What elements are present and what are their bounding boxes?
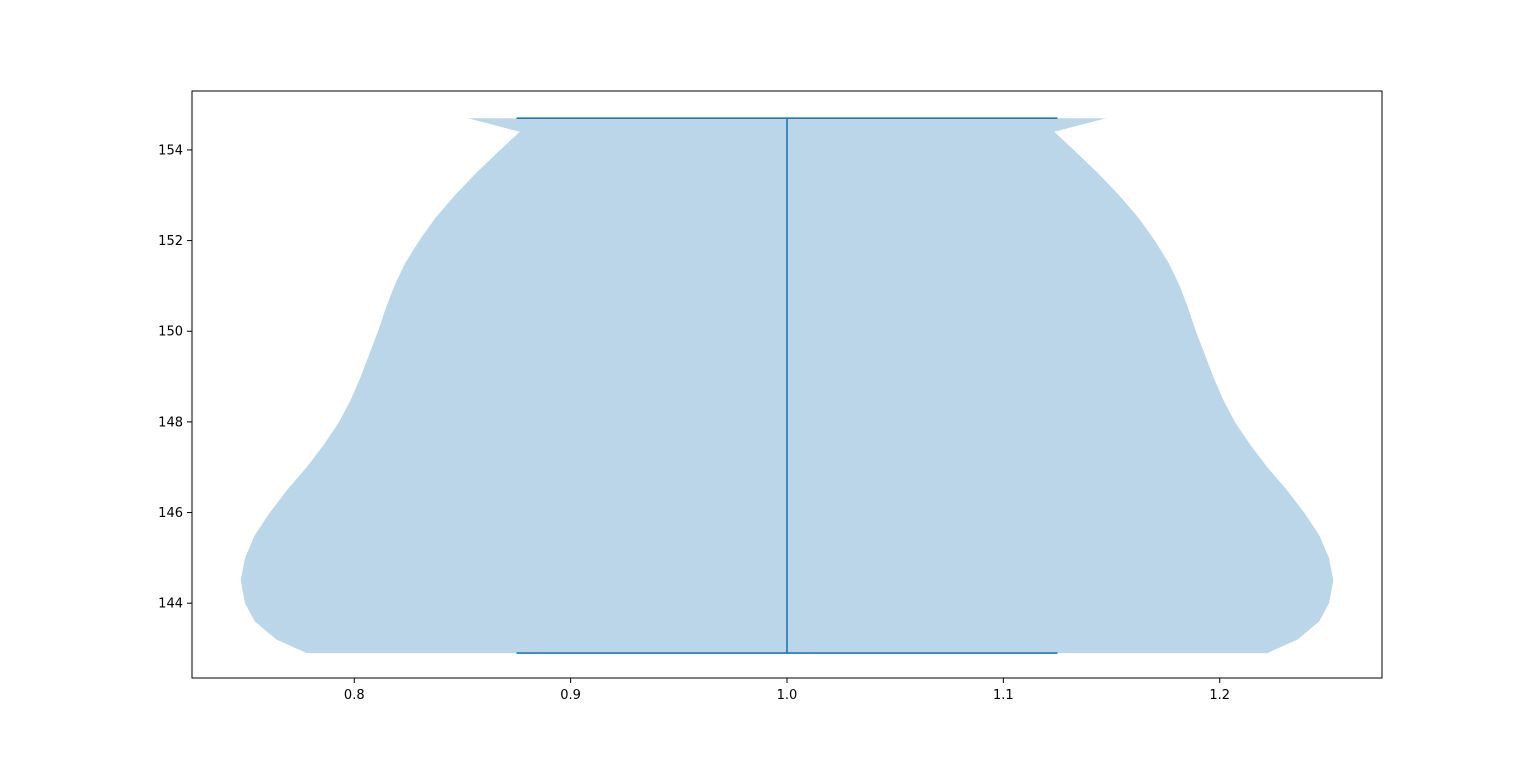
plot-layer [240, 117, 1334, 654]
y-tick-label: 150 [158, 325, 183, 340]
y-tick-label: 154 [158, 143, 183, 158]
y-tick-label: 146 [158, 506, 183, 521]
x-tick-label: 1.1 [993, 688, 1014, 703]
x-tick-label: 0.8 [344, 688, 365, 703]
x-tick-label: 1.2 [1209, 688, 1230, 703]
x-tick-label: 0.9 [560, 688, 581, 703]
x-tick-label: 1.0 [777, 688, 798, 703]
y-tick-label: 152 [158, 234, 183, 249]
axes-layer: 0.8 0.9 1.0 1.1 1.2 144 146 148 150 152 154 [158, 90, 1383, 703]
y-tick-label: 144 [158, 597, 183, 612]
y-tick-label: 148 [158, 415, 183, 430]
